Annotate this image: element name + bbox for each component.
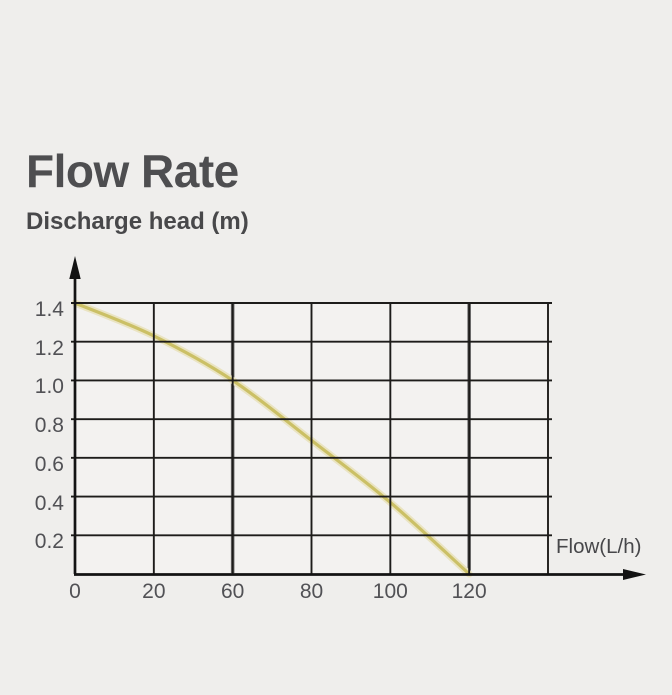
x-tick-label-0: 0 — [69, 580, 81, 603]
x-axis-arrow-icon — [623, 569, 646, 580]
y-tick-label-1.0: 1.0 — [34, 375, 64, 399]
y-axis-arrow-icon — [69, 256, 81, 279]
y-tick-label-1.2: 1.2 — [34, 336, 64, 360]
x-tick-label-120: 120 — [451, 580, 487, 603]
y-tick-label-0.8: 0.8 — [34, 414, 64, 438]
y-axis-title: Discharge head (m) — [26, 208, 249, 235]
discharge-head-curve — [73, 301, 471, 576]
x-tick-label-20: 20 — [142, 580, 166, 603]
x-axis-label: Flow(L/h) — [556, 535, 642, 558]
y-tick-label-0.2: 0.2 — [34, 530, 64, 554]
x-tick-label-60: 60 — [220, 580, 245, 603]
chart-title: Flow Rate — [26, 145, 239, 197]
x-tick-label-100: 100 — [372, 580, 408, 603]
y-tick-label-0.6: 0.6 — [34, 452, 64, 476]
x-tick-label-80: 80 — [299, 580, 324, 603]
y-tick-label-1.4: 1.4 — [34, 298, 64, 321]
y-tick-label-0.4: 0.4 — [34, 491, 64, 515]
